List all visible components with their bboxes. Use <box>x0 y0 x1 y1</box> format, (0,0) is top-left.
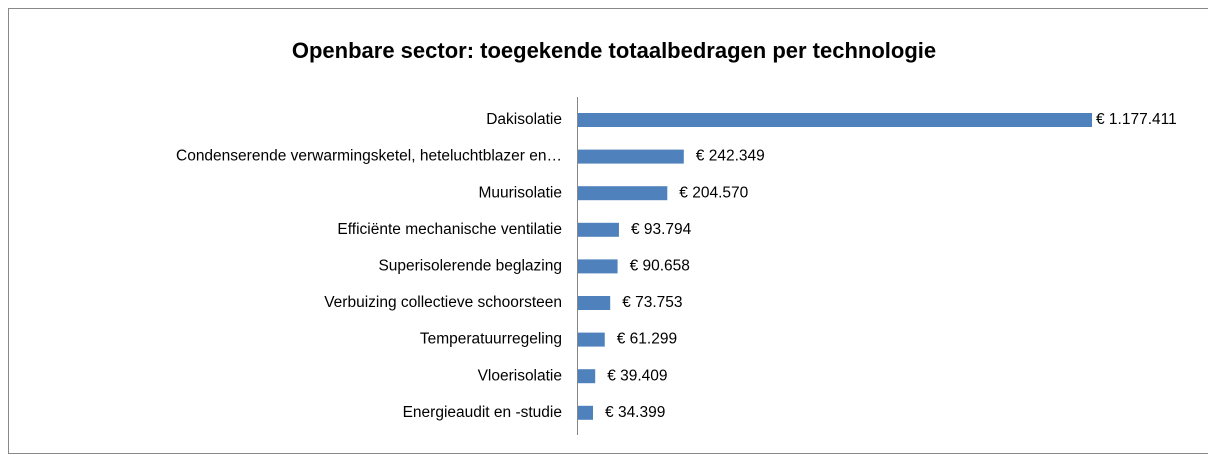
data-label: € 204.570 <box>679 184 748 201</box>
bar <box>578 149 684 164</box>
data-label: € 61.299 <box>617 331 677 348</box>
y-tick-label: Condenserende verwarmingsketel, heteluch… <box>176 148 562 165</box>
data-label: € 73.753 <box>622 294 682 311</box>
data-label: € 242.349 <box>696 148 765 165</box>
data-label: € 34.399 <box>605 404 665 421</box>
data-label: € 90.658 <box>630 257 690 274</box>
bar <box>578 113 1092 127</box>
y-tick-label: Vloerisolatie <box>478 367 562 384</box>
data-label: € 93.794 <box>631 221 692 238</box>
y-tick-label: Efficiënte mechanische ventilatie <box>337 221 562 238</box>
bar <box>578 332 605 347</box>
bar <box>578 296 611 310</box>
bar <box>578 259 618 274</box>
y-tick-label: Superisolerende beglazing <box>378 257 562 274</box>
bar <box>578 405 594 420</box>
data-label: € 1.177.411 <box>1096 111 1177 128</box>
chart-title: Openbare sector: toegekende totaalbedrag… <box>292 38 936 63</box>
bar <box>578 222 619 237</box>
bar <box>578 369 596 384</box>
y-tick-label: Dakisolatie <box>486 111 562 128</box>
y-tick-label: Energieaudit en -studie <box>403 404 562 421</box>
y-tick-label: Muurisolatie <box>478 184 562 201</box>
y-tick-label: Verbuizing collectieve schoorsteen <box>324 294 562 311</box>
data-label: € 39.409 <box>607 367 667 384</box>
y-tick-label: Temperatuurregeling <box>420 331 562 348</box>
bar <box>578 186 668 201</box>
